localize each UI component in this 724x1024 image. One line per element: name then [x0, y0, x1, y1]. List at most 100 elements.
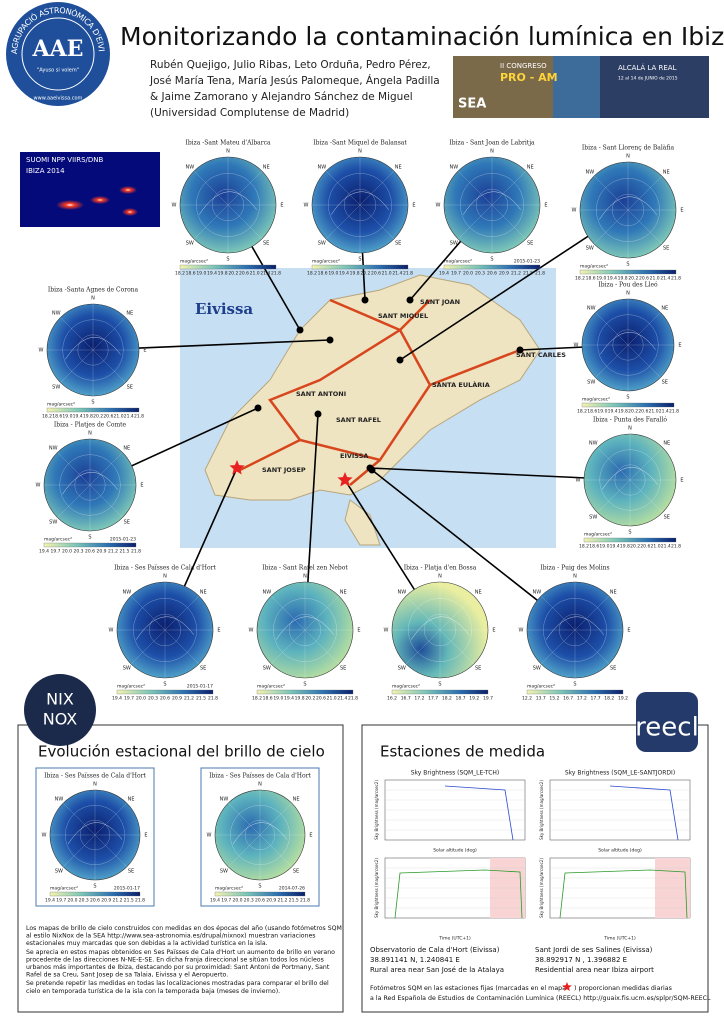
sky-spoke: [491, 204, 527, 240]
compass-label: SE: [124, 519, 130, 525]
compass-label: N: [626, 154, 630, 160]
sky-disk: [179, 156, 277, 254]
nixnox-logo: NIX NOX: [24, 674, 96, 746]
authors: Rubén Quejigo, Julio Ribas, Leto Orduña,…: [149, 59, 440, 119]
colorbar-unit: mag/arcsec²: [584, 532, 612, 538]
colorbar-label: 20.6: [160, 696, 170, 702]
colorbar-label: 19.0: [596, 276, 606, 282]
colorbar-label: 19.7: [451, 271, 461, 277]
colorbar-label: 19.8: [295, 696, 305, 702]
compass-label: N: [438, 574, 442, 580]
sky-spoke: [574, 629, 610, 665]
congress-banner: II CONGRESO PRO - AM ALCALÁ LA REAL 12 a…: [453, 56, 709, 118]
affiliation: (Universidad Complutense de Madrid): [150, 107, 349, 119]
colorbar-label: 21.8: [671, 276, 681, 282]
colorbar-label: 18.6: [589, 544, 599, 550]
colorbar-unit: mag/arcsec²: [50, 886, 78, 892]
colorbar-label: 19.0: [328, 271, 338, 277]
compass-label: N: [628, 426, 632, 432]
compass-label: SE: [395, 241, 401, 247]
colorbar-label: 17.2: [414, 696, 424, 702]
colorbar-unit: mag/arcsec²: [580, 264, 608, 270]
colorbar-label: 18.6: [186, 271, 196, 277]
sky-spoke: [627, 175, 663, 211]
panel-date: 2015-01-17: [187, 684, 213, 690]
compass-label: SW: [123, 666, 131, 672]
sky-grid: [148, 613, 182, 647]
sqm-trace: [444, 785, 514, 841]
congress-line: SEA: [458, 97, 486, 112]
colorbar-label: 19.4: [112, 696, 122, 702]
congress-line: II CONGRESO: [500, 62, 547, 70]
sky-spoke: [629, 479, 663, 513]
map-point: [326, 336, 334, 344]
colorbar-label: 18.2: [442, 696, 452, 702]
colorbar-label: 21.0: [649, 409, 659, 415]
sky-spoke: [227, 170, 263, 206]
colorbar-label: 21.0: [382, 271, 392, 277]
satellite-subtitle: IBIZA 2014: [26, 167, 65, 175]
sky-disk: [46, 303, 140, 397]
colorbar-label: 19.8: [620, 544, 630, 550]
compass-label: NE: [200, 589, 207, 595]
sky-spoke: [405, 595, 441, 631]
station-name: Observatorio de Cala d'Hort (Eivissa): [370, 946, 500, 954]
compass-label: W: [436, 203, 441, 209]
colorbar-label: 18.6: [587, 409, 597, 415]
colorbar: [579, 269, 677, 275]
panel-title: Ibiza -Sant Mateu d'Albarca: [185, 140, 271, 147]
sky-spoke: [228, 803, 261, 836]
sky-spoke: [193, 170, 229, 206]
compass-label: SE: [128, 869, 134, 875]
sky-spoke: [627, 344, 661, 378]
colorbar-label: 20.6: [638, 409, 648, 415]
compass-label: SW: [587, 379, 595, 385]
station-area: Rural area near San José de la Atalaya: [370, 966, 504, 974]
colorbar-label: 21.4: [337, 696, 347, 702]
colorbar-label: 20.9: [266, 898, 276, 904]
sky-spoke: [227, 204, 263, 240]
compass-label: NE: [475, 589, 482, 595]
compass-label: NE: [340, 589, 347, 595]
colorbar-label: 20.2: [360, 271, 370, 277]
sky-grid: [196, 173, 260, 237]
footer-line: a la Red Española de Estudios de Contami…: [370, 994, 711, 1002]
sky-spoke: [304, 595, 340, 631]
colorbar-label: 19.0: [273, 696, 283, 702]
footer-line: Fotómetros SQM en las estaciones fijas (…: [370, 984, 566, 992]
colorbar-label: 19.4: [339, 271, 349, 277]
sky-spoke: [60, 317, 94, 351]
compass-label: NE: [663, 169, 670, 175]
compass-label: SE: [475, 666, 481, 672]
compass-label: SE: [340, 666, 346, 672]
map-point: [516, 346, 524, 354]
compass-label: NW: [220, 796, 229, 802]
compass-label: NE: [128, 796, 135, 802]
colorbar-unit: mag/arcsec²: [582, 397, 610, 403]
sky-grid: [288, 613, 322, 647]
sky-grid: [343, 188, 377, 222]
sky-spoke: [540, 629, 576, 665]
paragraph: Se pretende repetir las medidas en todas…: [26, 980, 329, 995]
sky-spoke: [439, 629, 475, 665]
colorbar-label: 19.0: [597, 409, 607, 415]
sqm-trace: [394, 869, 523, 919]
sky-spoke: [359, 170, 395, 206]
sky-spoke: [57, 452, 91, 486]
logo-motto: "Ayuso si volem": [37, 68, 79, 74]
colorbar-label: 20.0: [62, 549, 72, 555]
sky-spoke: [629, 447, 663, 481]
compass-label: S: [163, 682, 166, 688]
congress-line: 12 al 14 de JUNIO de 2015: [618, 76, 678, 82]
compass-label: SW: [586, 246, 594, 252]
sky-spoke: [92, 317, 126, 351]
compass-label: S: [88, 535, 91, 541]
compass-label: E: [678, 343, 681, 349]
sky-grid: [62, 319, 124, 381]
colorbar-label: 20.6: [639, 276, 649, 282]
sky-spoke: [405, 629, 441, 665]
panel-title: Ibiza - Sant Llorenç de Balàfia: [582, 145, 675, 152]
compass-label: E: [280, 203, 283, 209]
colorbar-label: 21.0: [651, 544, 661, 550]
colorbar-label: 20.2: [305, 696, 315, 702]
